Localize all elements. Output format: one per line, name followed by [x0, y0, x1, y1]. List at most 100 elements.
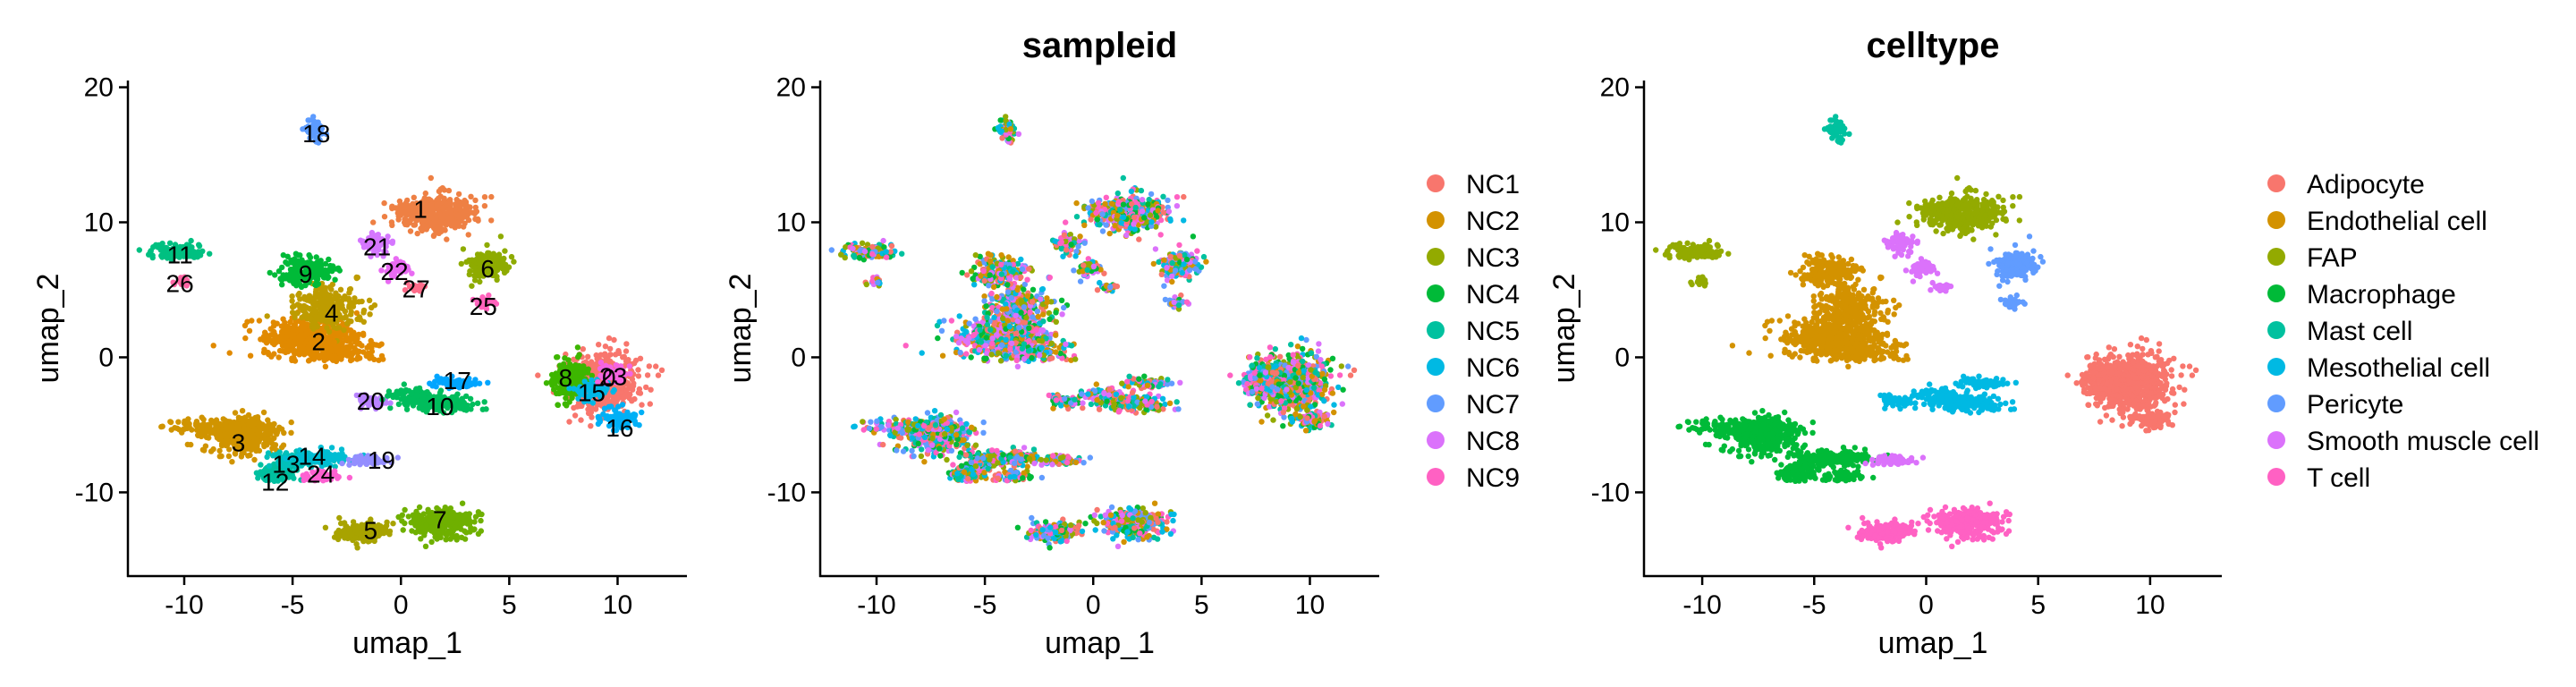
cell-point [401, 381, 407, 387]
cell-point [563, 394, 569, 402]
cell-point [335, 475, 341, 481]
cell-point [427, 513, 433, 519]
cluster-label: 20 [357, 387, 385, 415]
cell-point [562, 355, 568, 361]
cell-point [452, 534, 458, 540]
cell-point [246, 327, 253, 334]
cell-point [594, 402, 600, 408]
cell-point [337, 286, 344, 293]
cell-point [621, 353, 627, 360]
cell-point [157, 245, 164, 252]
cell-point [360, 318, 367, 325]
x-axis-label: umap_1 [352, 626, 462, 660]
cell-point [468, 209, 475, 216]
cell-point [334, 455, 341, 462]
cluster-label: 27 [402, 275, 430, 302]
cell-point [627, 391, 633, 398]
cell-point [218, 453, 225, 460]
cell-point [481, 203, 488, 209]
cell-point [345, 456, 352, 463]
cell-point [411, 398, 418, 404]
cluster-label: 2 [311, 327, 326, 355]
cell-point [438, 221, 445, 227]
cell-point [455, 191, 462, 198]
cell-point [356, 340, 362, 346]
cell-point [214, 426, 220, 432]
y-tick-label: 20 [84, 73, 114, 103]
cell-point [626, 363, 632, 369]
cell-point [483, 406, 489, 412]
cell-point [352, 299, 358, 305]
cell-point [192, 422, 199, 428]
cell-point [588, 409, 595, 416]
cell-point [635, 373, 642, 379]
cluster-label: 9 [299, 260, 313, 288]
cell-point [216, 435, 224, 441]
cell-point [436, 188, 443, 195]
cell-point [635, 367, 641, 373]
cell-point [419, 401, 425, 407]
cell-point [251, 456, 258, 463]
cell-point [1327, 373, 1335, 379]
cell-point [488, 217, 495, 224]
cell-point [440, 204, 446, 211]
cell-point [428, 539, 435, 545]
cell-point [431, 232, 437, 239]
cell-point [426, 518, 433, 524]
cell-point [574, 344, 581, 351]
point-cloud [828, 114, 1358, 551]
cell-point [242, 335, 249, 342]
cell-point [303, 350, 309, 356]
cell-point [321, 357, 327, 364]
cell-point [159, 254, 165, 260]
cell-point [229, 459, 235, 465]
cell-point [249, 416, 255, 422]
cell-point [306, 252, 312, 259]
cell-point [273, 340, 279, 346]
cell-point [229, 423, 235, 429]
cell-point [355, 524, 361, 530]
cell-point [284, 327, 291, 334]
cell-point [453, 201, 459, 208]
cluster-label: 6 [480, 255, 495, 283]
y-tick-label: 0 [98, 343, 114, 372]
cell-point [136, 247, 142, 253]
cell-point [462, 519, 469, 526]
cell-point [271, 351, 277, 357]
cell-point [1298, 335, 1305, 342]
cell-point [348, 311, 354, 318]
cell-point [450, 510, 456, 516]
cell-point [597, 419, 603, 425]
cell-point [623, 348, 630, 354]
cell-point [612, 407, 618, 413]
cell-point [466, 271, 472, 277]
cell-point [456, 398, 462, 405]
cell-point [370, 219, 377, 225]
cell-point [403, 406, 411, 412]
cell-point [347, 527, 353, 533]
cell-point [239, 408, 246, 414]
cell-point [312, 282, 318, 288]
cell-point [343, 313, 349, 320]
cell-point [207, 429, 214, 437]
cell-point [347, 285, 354, 293]
cell-point [511, 259, 517, 265]
cell-point [358, 453, 364, 459]
cell-point [347, 327, 354, 334]
cell-point [223, 440, 229, 446]
cell-point [419, 524, 426, 530]
cell-point [474, 400, 481, 406]
cell-point [422, 190, 428, 197]
cell-point [182, 418, 188, 424]
cell-point [607, 358, 614, 365]
cell-point [290, 343, 297, 349]
cell-point [389, 222, 395, 228]
cell-point [459, 500, 466, 506]
cell-point [444, 236, 450, 242]
cell-point [475, 530, 482, 537]
cell-point [339, 460, 345, 467]
cell-point [390, 521, 396, 527]
y-tick-label: -10 [75, 478, 114, 507]
cell-point [146, 251, 152, 258]
cell-point [639, 409, 645, 416]
